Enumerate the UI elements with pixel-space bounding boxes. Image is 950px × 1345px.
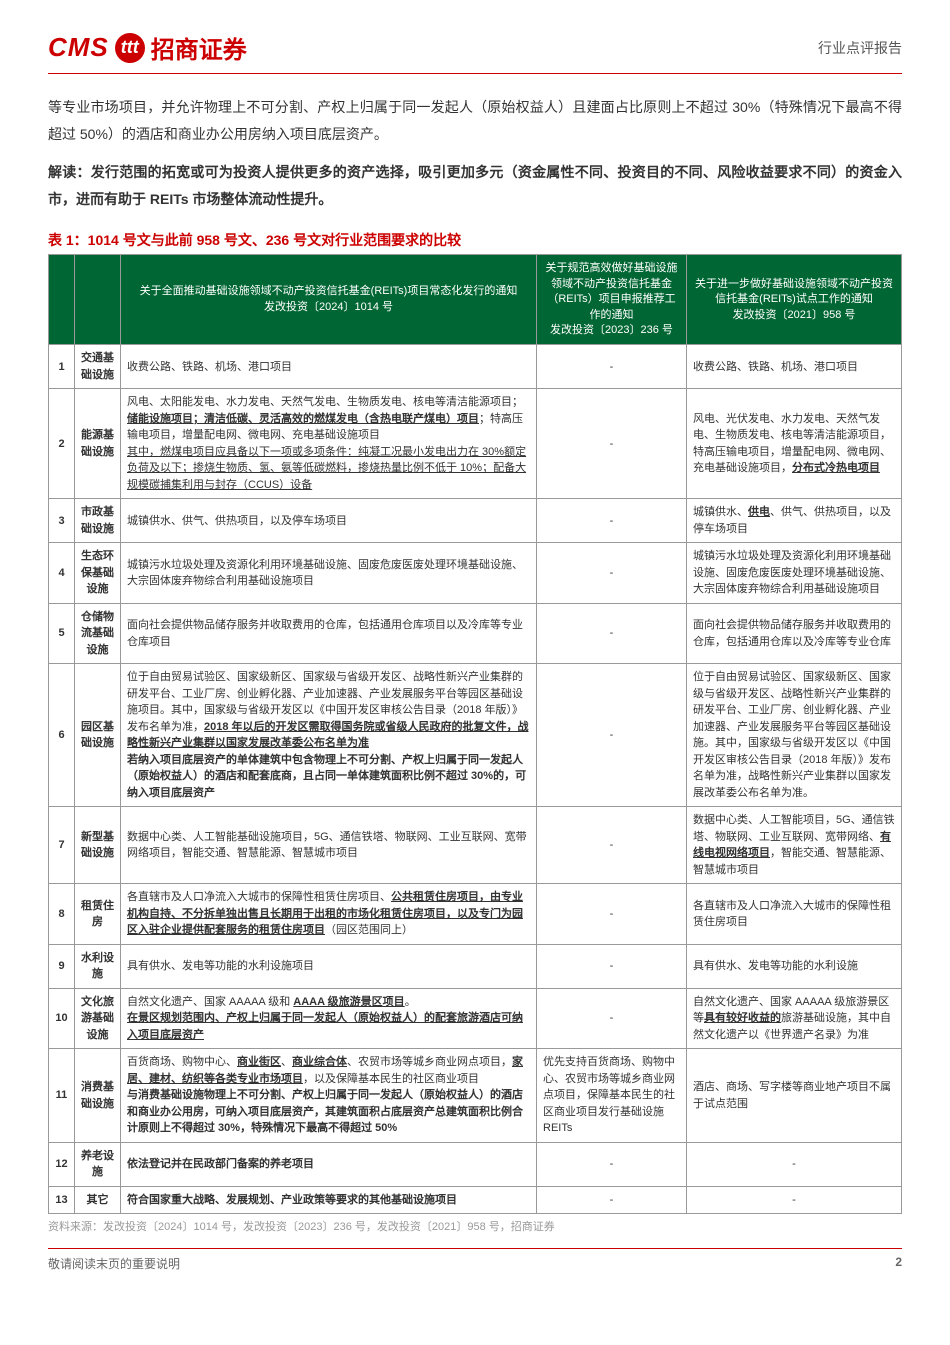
row-category: 园区基础设施 bbox=[75, 664, 121, 807]
cell-958: 酒店、商场、写字楼等商业地产项目不属于试点范围 bbox=[687, 1049, 902, 1143]
page-footer: 敬请阅读末页的重要说明 2 bbox=[48, 1248, 902, 1272]
table-row: 5仓储物流基础设施面向社会提供物品储存服务并收取费用的仓库，包括通用仓库项目以及… bbox=[49, 603, 902, 664]
table-row: 2能源基础设施风电、太阳能发电、水力发电、天然气发电、生物质发电、核电等清洁能源… bbox=[49, 389, 902, 499]
table-row: 12养老设施依法登记并在民政部门备案的养老项目-- bbox=[49, 1142, 902, 1186]
row-category: 养老设施 bbox=[75, 1142, 121, 1186]
row-category: 新型基础设施 bbox=[75, 807, 121, 884]
cell-236: - bbox=[537, 1142, 687, 1186]
cell-958: - bbox=[687, 1142, 902, 1186]
logo: CMS ttt 招商证券 bbox=[48, 30, 247, 65]
cell-958: 风电、光伏发电、水力发电、天然气发电、生物质发电、核电等清洁能源项目，特高压输电… bbox=[687, 389, 902, 499]
row-category: 生态环保基础设施 bbox=[75, 543, 121, 604]
row-category: 市政基础设施 bbox=[75, 499, 121, 543]
cell-236: - bbox=[537, 543, 687, 604]
cell-236: 优先支持百货商场、购物中心、农贸市场等城乡商业网点项目，保障基本民生的社区商业项… bbox=[537, 1049, 687, 1143]
cell-958: 城镇供水、供电、供气、供热项目，以及停车场项目 bbox=[687, 499, 902, 543]
cell-1014: 各直辖市及人口净流入大城市的保障性租赁住房项目、公共租赁住房项目，由专业机构自持… bbox=[121, 884, 537, 945]
cell-1014: 百货商场、购物中心、商业街区、商业综合体、农贸市场等城乡商业网点项目，家居、建材… bbox=[121, 1049, 537, 1143]
row-category: 仓储物流基础设施 bbox=[75, 603, 121, 664]
table-row: 11消费基础设施百货商场、购物中心、商业街区、商业综合体、农贸市场等城乡商业网点… bbox=[49, 1049, 902, 1143]
cell-236: - bbox=[537, 345, 687, 389]
logo-icon: ttt bbox=[115, 33, 145, 63]
row-category: 水利设施 bbox=[75, 944, 121, 988]
cell-958: 自然文化遗产、国家 AAAAA 级旅游景区等具有较好收益的旅游基础设施，其中自然… bbox=[687, 988, 902, 1049]
comparison-table: 关于全面推动基础设施领域不动产投资信托基金(REITs)项目常态化发行的通知发改… bbox=[48, 254, 902, 1214]
row-num: 2 bbox=[49, 389, 75, 499]
cell-236: - bbox=[537, 807, 687, 884]
cell-1014: 具有供水、发电等功能的水利设施项目 bbox=[121, 944, 537, 988]
row-num: 9 bbox=[49, 944, 75, 988]
cell-958: 数据中心类、人工智能项目，5G、通信铁塔、物联网、工业互联网、宽带网络、有线电视… bbox=[687, 807, 902, 884]
table-row: 6园区基础设施位于自由贸易试验区、国家级新区、国家级与省级开发区、战略性新兴产业… bbox=[49, 664, 902, 807]
cell-1014: 数据中心类、人工智能基础设施项目，5G、通信铁塔、物联网、工业互联网、宽带网络项… bbox=[121, 807, 537, 884]
table-row: 10文化旅游基础设施自然文化遗产、国家 AAAAA 级和 AAAA 级旅游景区项… bbox=[49, 988, 902, 1049]
doc-type: 行业点评报告 bbox=[818, 38, 902, 58]
row-num: 8 bbox=[49, 884, 75, 945]
paragraph-2: 发行范围的拓宽或可为投资人提供更多的资产选择，吸引更加多元（资金属性不同、投资目… bbox=[48, 164, 902, 207]
page-number: 2 bbox=[895, 1255, 902, 1272]
cell-1014: 自然文化遗产、国家 AAAAA 级和 AAAA 级旅游景区项目。在景区规划范围内… bbox=[121, 988, 537, 1049]
row-num: 12 bbox=[49, 1142, 75, 1186]
row-num: 6 bbox=[49, 664, 75, 807]
table-row: 4生态环保基础设施城镇污水垃圾处理及资源化利用环境基础设施、固废危废医废处理环境… bbox=[49, 543, 902, 604]
row-num: 4 bbox=[49, 543, 75, 604]
row-category: 租赁住房 bbox=[75, 884, 121, 945]
col-head-1: 关于全面推动基础设施领域不动产投资信托基金(REITs)项目常态化发行的通知发改… bbox=[121, 255, 537, 345]
cell-236: - bbox=[537, 1186, 687, 1214]
cell-1014: 位于自由贸易试验区、国家级新区、国家级与省级开发区、战略性新兴产业集群的研发平台… bbox=[121, 664, 537, 807]
cell-958: - bbox=[687, 1186, 902, 1214]
col-blank-1 bbox=[49, 255, 75, 345]
col-head-3: 关于进一步做好基础设施领域不动产投资信托基金(REITs)试点工作的通知发改投资… bbox=[687, 255, 902, 345]
table-row: 7新型基础设施数据中心类、人工智能基础设施项目，5G、通信铁塔、物联网、工业互联… bbox=[49, 807, 902, 884]
row-num: 13 bbox=[49, 1186, 75, 1214]
cell-958: 面向社会提供物品储存服务并收取费用的仓库，包括通用仓库以及冷库等专业仓库 bbox=[687, 603, 902, 664]
cell-1014: 面向社会提供物品储存服务并收取费用的仓库，包括通用仓库项目以及冷库等专业仓库项目 bbox=[121, 603, 537, 664]
cell-958: 城镇污水垃圾处理及资源化利用环境基础设施、固废危废医废处理环境基础设施、大宗固体… bbox=[687, 543, 902, 604]
cell-1014: 风电、太阳能发电、水力发电、天然气发电、生物质发电、核电等清洁能源项目；储能设施… bbox=[121, 389, 537, 499]
cell-958: 收费公路、铁路、机场、港口项目 bbox=[687, 345, 902, 389]
paragraph-interp: 解读：发行范围的拓宽或可为投资人提供更多的资产选择，吸引更加多元（资金属性不同、… bbox=[48, 159, 902, 212]
cell-1014: 城镇供水、供气、供热项目，以及停车场项目 bbox=[121, 499, 537, 543]
table-row: 1交通基础设施收费公路、铁路、机场、港口项目-收费公路、铁路、机场、港口项目 bbox=[49, 345, 902, 389]
table-row: 3市政基础设施城镇供水、供气、供热项目，以及停车场项目-城镇供水、供电、供气、供… bbox=[49, 499, 902, 543]
source-note: 资料来源：发改投资〔2024〕1014 号，发改投资〔2023〕236 号，发改… bbox=[48, 1218, 902, 1234]
table-row: 8租赁住房各直辖市及人口净流入大城市的保障性租赁住房项目、公共租赁住房项目，由专… bbox=[49, 884, 902, 945]
cell-1014: 符合国家重大战略、发展规划、产业政策等要求的其他基础设施项目 bbox=[121, 1186, 537, 1214]
cell-958: 位于自由贸易试验区、国家级新区、国家级与省级开发区、战略性新兴产业集群的研发平台… bbox=[687, 664, 902, 807]
footer-note: 敬请阅读末页的重要说明 bbox=[48, 1255, 180, 1272]
logo-cn-text: 招商证券 bbox=[151, 30, 247, 65]
row-category: 文化旅游基础设施 bbox=[75, 988, 121, 1049]
cell-236: - bbox=[537, 603, 687, 664]
col-head-2: 关于规范高效做好基础设施领域不动产投资信托基金（REITs）项目申报推荐工作的通… bbox=[537, 255, 687, 345]
cell-236: - bbox=[537, 988, 687, 1049]
cell-1014: 依法登记并在民政部门备案的养老项目 bbox=[121, 1142, 537, 1186]
row-num: 3 bbox=[49, 499, 75, 543]
cell-1014: 收费公路、铁路、机场、港口项目 bbox=[121, 345, 537, 389]
row-category: 交通基础设施 bbox=[75, 345, 121, 389]
row-num: 5 bbox=[49, 603, 75, 664]
row-category: 能源基础设施 bbox=[75, 389, 121, 499]
interp-label: 解读： bbox=[48, 164, 91, 180]
paragraph-1: 等专业市场项目，并允许物理上不可分割、产权上归属于同一发起人（原始权益人）且建面… bbox=[48, 94, 902, 147]
row-num: 11 bbox=[49, 1049, 75, 1143]
cell-958: 具有供水、发电等功能的水利设施 bbox=[687, 944, 902, 988]
cell-236: - bbox=[537, 944, 687, 988]
cell-236: - bbox=[537, 664, 687, 807]
cell-1014: 城镇污水垃圾处理及资源化利用环境基础设施、固废危废医废处理环境基础设施、大宗固体… bbox=[121, 543, 537, 604]
row-num: 10 bbox=[49, 988, 75, 1049]
cell-236: - bbox=[537, 389, 687, 499]
row-num: 7 bbox=[49, 807, 75, 884]
cell-236: - bbox=[537, 499, 687, 543]
col-blank-2 bbox=[75, 255, 121, 345]
table-row: 13其它符合国家重大战略、发展规划、产业政策等要求的其他基础设施项目-- bbox=[49, 1186, 902, 1214]
row-num: 1 bbox=[49, 345, 75, 389]
table-row: 9水利设施具有供水、发电等功能的水利设施项目-具有供水、发电等功能的水利设施 bbox=[49, 944, 902, 988]
table-title: 表 1：1014 号文与此前 958 号文、236 号文对行业范围要求的比较 bbox=[48, 230, 902, 250]
row-category: 其它 bbox=[75, 1186, 121, 1214]
cell-958: 各直辖市及人口净流入大城市的保障性租赁住房项目 bbox=[687, 884, 902, 945]
page-header: CMS ttt 招商证券 行业点评报告 bbox=[48, 30, 902, 74]
logo-cms-text: CMS bbox=[48, 32, 109, 63]
cell-236: - bbox=[537, 884, 687, 945]
row-category: 消费基础设施 bbox=[75, 1049, 121, 1143]
